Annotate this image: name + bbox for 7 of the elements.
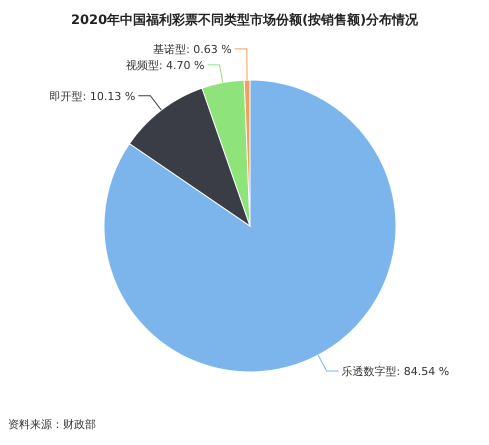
text: 资料来源：财政部 bbox=[8, 418, 96, 431]
slice-label: 基诺型: 0.63 % bbox=[153, 42, 232, 56]
chart-title: 2020年中国福利彩票不同类型市场份额(按销售额)分布情况 bbox=[70, 12, 420, 28]
slice-label: 乐透数字型: 84.54 % bbox=[342, 365, 450, 378]
slice-label: 视频型: 4.70 % bbox=[126, 58, 204, 72]
slice: 即开型: 10.13 % bbox=[50, 88, 250, 226]
slice-label: 即开型: 10.13 % bbox=[50, 90, 136, 103]
